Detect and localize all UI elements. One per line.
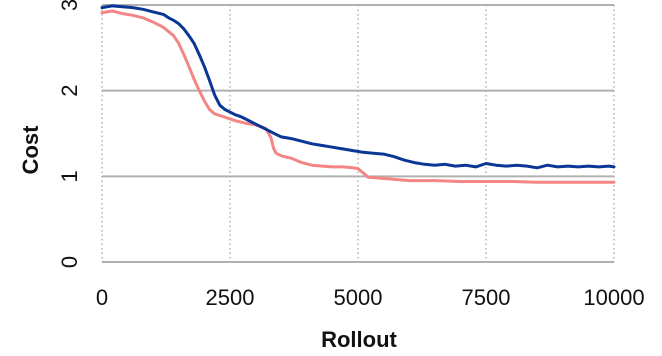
series-line-1 <box>100 9 616 184</box>
grid <box>101 4 615 263</box>
x-tick-label-3: 7500 <box>462 285 511 310</box>
y-axis-title: Cost <box>18 125 43 175</box>
tick-labels: 0 2500 5000 7500 10000 0 1 2 3 <box>57 0 645 310</box>
x-tick-label-4: 10000 <box>583 285 644 310</box>
y-tick-label-0: 0 <box>57 256 82 268</box>
y-tick-label-1: 1 <box>57 170 82 182</box>
x-tick-label-1: 2500 <box>206 285 255 310</box>
series-group <box>100 4 616 184</box>
x-tick-label-2: 5000 <box>334 285 383 310</box>
y-tick-label-3: 3 <box>57 0 82 11</box>
y-tick-label-2: 2 <box>57 85 82 97</box>
x-axis-title: Rollout <box>321 327 397 352</box>
series-line-0 <box>100 4 616 170</box>
x-tick-label-0: 0 <box>96 285 108 310</box>
